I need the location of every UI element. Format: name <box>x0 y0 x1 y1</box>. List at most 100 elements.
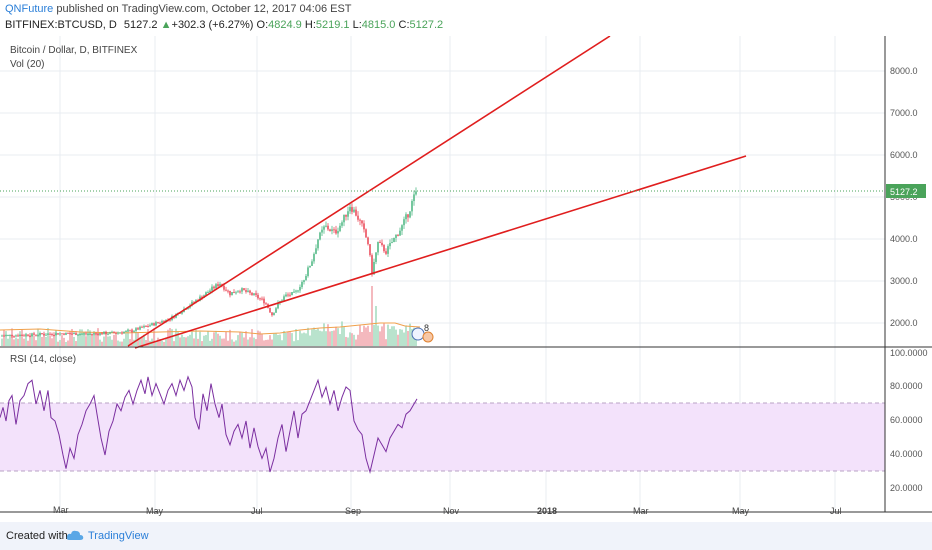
volume-bar <box>313 327 315 346</box>
volume-bar <box>213 332 215 346</box>
candle-body <box>369 244 371 256</box>
volume-bar <box>55 330 57 346</box>
volume-bar <box>265 339 267 346</box>
high-value: 5219.1 <box>315 19 350 31</box>
volume-bar <box>115 331 117 346</box>
candle-body <box>117 332 119 334</box>
candle-body <box>39 333 41 336</box>
candle-body <box>349 207 351 212</box>
volume-bar <box>45 336 47 346</box>
candle-body <box>269 307 271 313</box>
candle-body <box>115 332 117 334</box>
candle-body <box>163 321 165 323</box>
candle-body <box>231 292 233 296</box>
volume-bar <box>57 341 59 346</box>
volume-bar <box>19 331 21 346</box>
candle-body <box>299 287 301 291</box>
volume-bar <box>197 338 199 346</box>
volume-bar <box>27 340 29 346</box>
candle-body <box>249 290 251 293</box>
volume-bar <box>331 330 333 346</box>
candle-body <box>261 298 263 300</box>
candle-body <box>281 300 283 302</box>
volume-bar <box>229 329 231 346</box>
candle-body <box>123 331 125 334</box>
volume-bar <box>337 328 339 346</box>
price-axis[interactable]: 8000.0 7000.0 6000.0 5000.0 4000.0 3000.… <box>886 66 926 328</box>
chart-canvas[interactable]: 8 Bitcoin / Dollar, D, BITFINEX Vol (20)… <box>0 36 932 522</box>
volume-bar <box>245 331 247 346</box>
candle-body <box>201 296 203 299</box>
candle-body <box>31 333 33 337</box>
volume-bar <box>77 333 79 346</box>
lower-trendline[interactable] <box>134 155 747 349</box>
candle-body <box>25 334 27 336</box>
volume-bar <box>259 331 261 346</box>
time-tick: May <box>146 506 164 516</box>
candle-body <box>293 291 295 293</box>
price-tick: 8000.0 <box>890 66 918 76</box>
volume-bar <box>243 337 245 346</box>
volume-bar <box>35 340 37 346</box>
tradingview-cloud-icon[interactable] <box>66 528 84 542</box>
last-price: 5127.2 <box>123 19 158 31</box>
volume-bar <box>339 334 341 346</box>
volume-bar <box>171 329 173 346</box>
volume-bar <box>329 331 331 346</box>
rsi-pane-title: RSI (14, close) <box>10 354 76 365</box>
candle-body <box>77 334 79 336</box>
volume-bar <box>311 329 313 346</box>
candle-body <box>155 322 157 326</box>
volume-bar <box>307 327 309 346</box>
candle-body <box>333 229 335 231</box>
price-tick: 3000.0 <box>890 276 918 286</box>
volume-bar <box>5 331 7 346</box>
candle-body <box>307 267 309 276</box>
candle-body <box>41 333 43 335</box>
candle-body <box>387 246 389 254</box>
candle-body <box>313 253 315 262</box>
volume-bar <box>301 333 303 346</box>
candle-body <box>391 242 393 244</box>
tradingview-brand[interactable]: TradingView <box>88 530 149 542</box>
high-label: H: <box>304 19 316 31</box>
candle-body <box>105 331 107 335</box>
low-label: L: <box>352 19 362 31</box>
candle-body <box>395 234 397 238</box>
volume-bar <box>73 336 75 346</box>
volume-bar <box>207 330 209 346</box>
candle-body <box>311 261 313 266</box>
candle-body <box>103 331 105 335</box>
candle-body <box>65 332 67 335</box>
volume-bar <box>285 332 287 346</box>
volume-bar <box>247 339 249 346</box>
rsi-axis[interactable]: 100.0000 80.0000 60.0000 40.0000 20.0000 <box>890 348 928 493</box>
candle-body <box>109 332 111 334</box>
rsi-tick: 100.0000 <box>890 348 928 358</box>
events-badge[interactable]: 8 <box>411 323 434 343</box>
volume-bar <box>175 328 177 346</box>
volume-bar <box>227 340 229 346</box>
time-axis[interactable]: Mar May Jul Sep Nov 2018 Mar May Jul <box>53 505 842 516</box>
volume-bar <box>375 306 377 346</box>
volume-bar <box>183 337 185 346</box>
volume-bar <box>103 336 105 346</box>
volume-bar <box>361 331 363 346</box>
volume-bar <box>271 339 273 346</box>
candle-body <box>69 333 71 335</box>
volume-bar <box>393 326 395 346</box>
time-tick: 2018 <box>537 506 557 516</box>
volume-bar <box>269 335 271 346</box>
candle-body <box>361 220 363 224</box>
candle-body <box>381 242 383 246</box>
change-value: +302.3 (+6.27%) <box>171 19 254 31</box>
volume-bar <box>211 338 213 346</box>
candlesticks <box>1 187 417 338</box>
author-link[interactable]: QNFuture <box>5 3 54 15</box>
volume-bar <box>93 331 95 346</box>
volume-bar <box>219 335 221 346</box>
time-tick: Mar <box>633 506 649 516</box>
volume-bar <box>399 329 401 346</box>
candle-body <box>145 325 147 327</box>
volume-bar <box>119 341 121 346</box>
